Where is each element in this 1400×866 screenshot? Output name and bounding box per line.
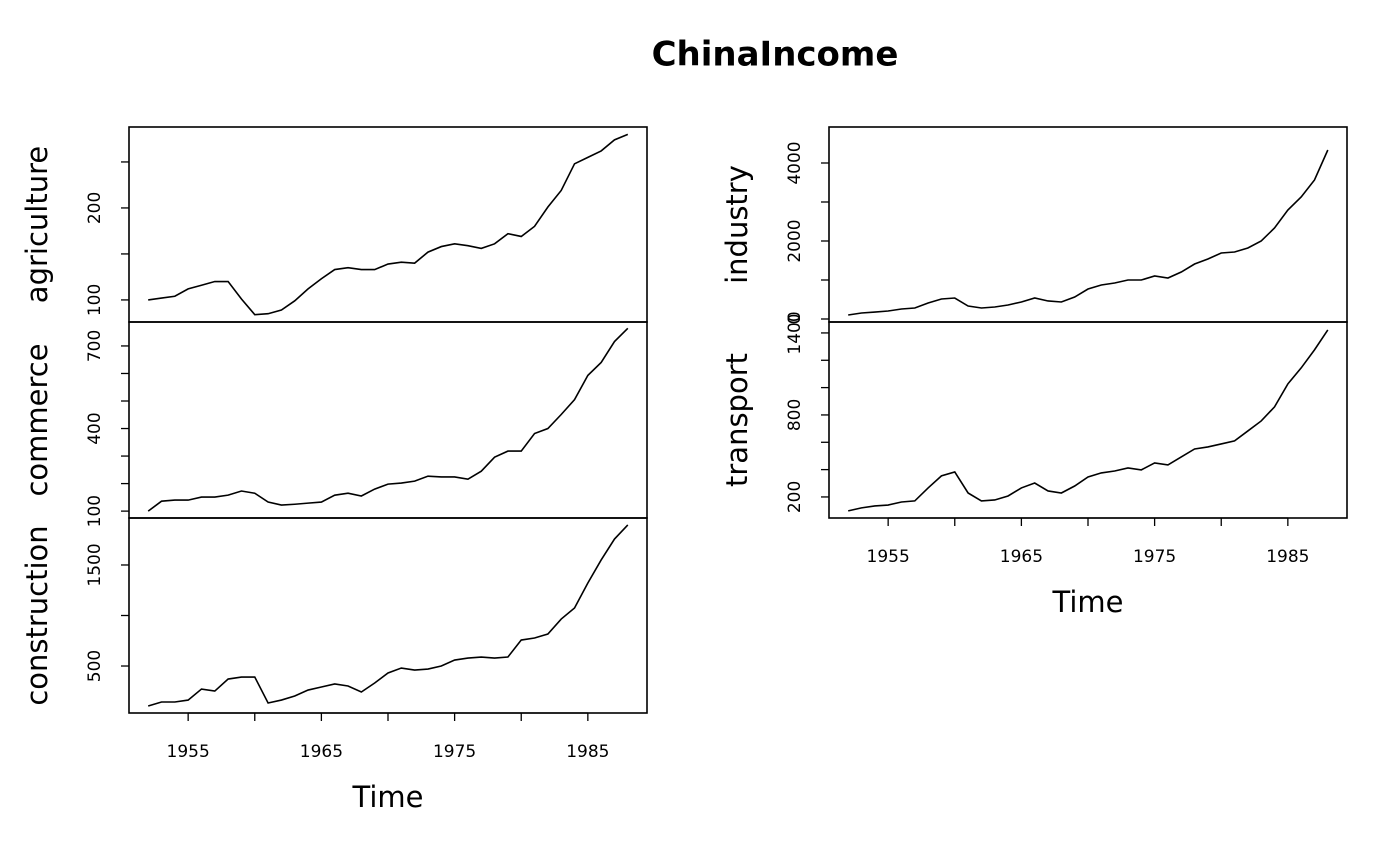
y-axis-label: agriculture (20, 146, 54, 303)
y-tick-label: 500 (85, 650, 105, 682)
y-tick-label: 100 (85, 495, 105, 527)
panel-frame (828, 126, 1348, 323)
y-tick-label: 400 (85, 412, 105, 444)
panel-frame (828, 321, 1348, 519)
y-tick-label: 200 (85, 192, 105, 224)
x-tick-label: 1965 (1000, 547, 1043, 567)
chart-title: ChinaIncome (652, 35, 899, 75)
series-line (848, 149, 1329, 316)
panel-frame (128, 126, 648, 323)
y-tick-label: 200 (785, 481, 805, 513)
y-tick-label: 1500 (85, 543, 105, 586)
x-tick-label: 1985 (1266, 547, 1309, 567)
x-tick-label: 1955 (167, 742, 210, 762)
y-axis-label: transport (720, 353, 754, 487)
y-axis-label: commerce (20, 343, 54, 496)
panel-frame (128, 517, 648, 714)
y-tick-label: 700 (85, 330, 105, 362)
x-tick-label: 1985 (566, 742, 609, 762)
x-tick-label: 1975 (1133, 547, 1176, 567)
series-line (147, 524, 629, 707)
x-axis-label: Time (352, 780, 424, 814)
x-tick-label: 1955 (867, 547, 910, 567)
y-tick-label: 2000 (785, 219, 805, 262)
series-line (148, 133, 629, 316)
panel-frame (128, 321, 648, 519)
y-tick-label: 0 (785, 314, 805, 325)
series-line (147, 327, 629, 512)
y-tick-label: 1400 (785, 311, 805, 354)
y-tick-label: 100 (85, 284, 105, 316)
x-tick-label: 1975 (433, 742, 476, 762)
x-axis-label: Time (1052, 585, 1124, 619)
y-tick-label: 4000 (785, 141, 805, 184)
x-tick-label: 1965 (300, 742, 343, 762)
series-line (848, 329, 1329, 512)
y-tick-label: 800 (785, 399, 805, 431)
y-axis-label: construction (20, 525, 54, 705)
y-axis-label: industry (720, 165, 754, 284)
